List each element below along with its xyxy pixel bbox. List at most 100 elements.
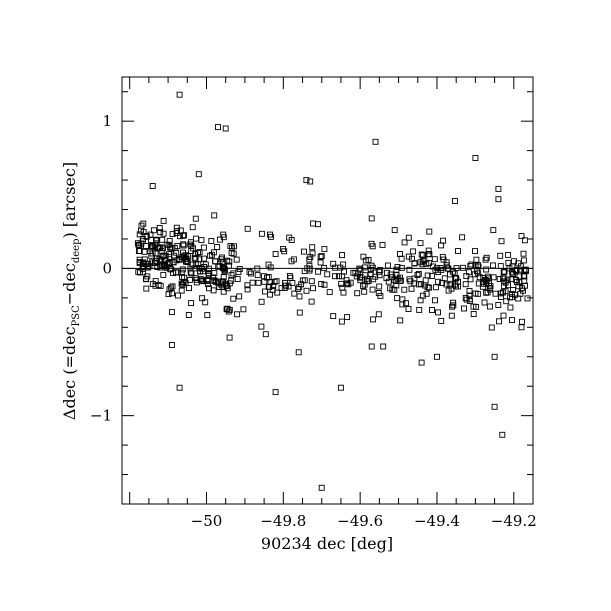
- data-point: [423, 290, 430, 297]
- data-point: [296, 309, 303, 316]
- data-point: [308, 278, 315, 285]
- data-point: [418, 251, 425, 258]
- data-point: [291, 290, 298, 297]
- y-axis-title-sub-deep: deep: [71, 239, 82, 264]
- data-point: [280, 246, 287, 252]
- y-axis-title: Δdec (=decPSC−decdeep) [arcsec]: [60, 162, 82, 420]
- outlier-point: [491, 353, 498, 360]
- data-point: [384, 262, 391, 269]
- data-point: [448, 312, 455, 319]
- data-point: [472, 290, 479, 297]
- data-point: [178, 269, 185, 276]
- data-point: [435, 278, 442, 285]
- y-axis-title-prefix: Δdec (=dec: [60, 326, 79, 420]
- data-point: [419, 261, 426, 268]
- outlier-point: [368, 343, 375, 350]
- data-point: [160, 271, 167, 278]
- data-point: [210, 249, 217, 256]
- data-point: [368, 240, 375, 247]
- data-point: [496, 318, 502, 325]
- data-point: [332, 264, 339, 271]
- data-point: [498, 290, 505, 297]
- data-point: [160, 230, 167, 237]
- outlier-point: [176, 91, 183, 98]
- data-point: [196, 249, 203, 256]
- outlier-point: [372, 138, 379, 145]
- data-point: [438, 242, 445, 249]
- data-point: [136, 256, 143, 263]
- data-point: [408, 285, 415, 292]
- data-point: [208, 238, 215, 244]
- data-point: [445, 287, 452, 294]
- data-point: [180, 232, 187, 239]
- data-point: [211, 277, 218, 284]
- data-point: [422, 277, 429, 284]
- data-point: [476, 274, 483, 281]
- data-point: [321, 246, 328, 253]
- data-point: [258, 323, 265, 330]
- data-point: [308, 298, 315, 305]
- data-point: [150, 227, 157, 234]
- data-point: [483, 266, 490, 273]
- outlier-point: [318, 484, 325, 491]
- data-point: [467, 276, 474, 283]
- data-point: [435, 309, 441, 316]
- data-point: [310, 220, 317, 227]
- outlier-point: [491, 403, 498, 410]
- data-point: [344, 314, 351, 321]
- data-point: [375, 290, 382, 296]
- data-point: [169, 283, 176, 290]
- data-point: [414, 272, 421, 279]
- data-point: [160, 217, 167, 224]
- data-point: [455, 248, 461, 254]
- data-point: [475, 280, 482, 287]
- y-axis-title-sub-psc: PSC: [71, 305, 82, 327]
- data-point: [461, 305, 467, 312]
- data-point: [181, 232, 188, 239]
- y-tick-label: 1: [102, 112, 112, 130]
- data-point: [228, 277, 235, 284]
- data-point: [415, 270, 422, 277]
- data-point: [389, 286, 396, 293]
- data-point: [460, 264, 466, 271]
- data-point: [196, 256, 203, 263]
- data-point: [234, 311, 241, 318]
- data-point: [331, 273, 338, 280]
- data-point: [261, 278, 268, 285]
- outlier-point: [176, 384, 183, 391]
- data-point: [317, 253, 324, 260]
- outlier-point: [195, 171, 202, 178]
- data-point: [481, 299, 488, 306]
- data-point: [508, 290, 515, 297]
- data-point: [180, 242, 187, 249]
- data-point: [401, 286, 408, 293]
- data-point: [227, 243, 234, 249]
- data-point: [330, 313, 337, 320]
- data-point: [159, 236, 166, 243]
- data-point: [224, 257, 231, 264]
- data-point: [206, 285, 212, 292]
- data-point: [199, 277, 205, 284]
- data-point: [219, 278, 226, 285]
- data-point: [509, 317, 515, 324]
- data-point: [475, 270, 482, 277]
- data-point: [306, 256, 313, 263]
- data-point: [462, 295, 469, 301]
- data-point: [140, 228, 147, 235]
- data-point: [166, 251, 173, 258]
- outlier-point: [418, 359, 425, 366]
- data-point: [166, 237, 173, 244]
- data-point: [223, 306, 230, 313]
- x-axis-title: 90234 dec [deg]: [261, 534, 393, 553]
- data-point: [254, 272, 261, 279]
- data-point: [155, 281, 162, 288]
- data-point: [200, 255, 207, 262]
- data-point: [394, 295, 401, 302]
- data-point: [212, 258, 219, 265]
- outlier-point: [314, 221, 321, 228]
- data-point: [173, 249, 180, 256]
- data-point: [394, 264, 401, 270]
- data-point: [340, 261, 347, 268]
- data-point: [463, 273, 470, 280]
